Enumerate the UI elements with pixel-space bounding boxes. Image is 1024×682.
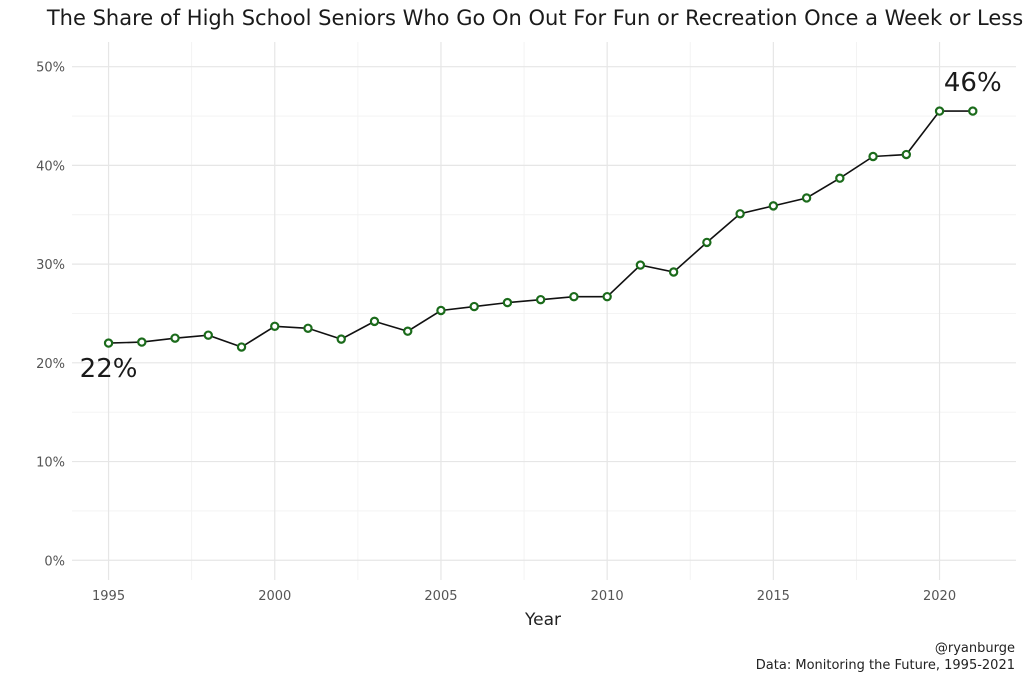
- data-point: [203, 330, 213, 340]
- data-point: [502, 297, 513, 308]
- series-line: [108, 110, 973, 348]
- data-point: [835, 173, 845, 183]
- x-axis-title: Year: [524, 610, 561, 630]
- x-tick-label: 2005: [424, 589, 457, 604]
- data-point: [668, 267, 679, 277]
- annotation-label: 46%: [944, 68, 1002, 98]
- y-tick-label: 20%: [36, 357, 65, 372]
- x-tick-label: 2015: [757, 589, 790, 604]
- data-point: [137, 337, 147, 347]
- grid: [72, 42, 1016, 580]
- data-point: [569, 291, 579, 302]
- y-tick-label: 40%: [36, 159, 65, 174]
- x-tick-label: 2020: [923, 589, 956, 604]
- data-point: [103, 338, 114, 348]
- data-point: [968, 106, 978, 116]
- data-point: [369, 316, 380, 327]
- annotation-label: 22%: [80, 354, 138, 384]
- data-point: [436, 305, 446, 316]
- data-point: [270, 321, 280, 332]
- data-point: [934, 106, 945, 116]
- data-point: [236, 342, 247, 352]
- y-tick-label: 50%: [36, 61, 65, 76]
- y-tick-label: 10%: [36, 456, 65, 471]
- x-tick-label: 1995: [92, 589, 125, 604]
- data-point: [170, 333, 180, 343]
- data-point: [602, 291, 612, 302]
- y-axis-ticks: 0% 10% 20% 30% 40% 50%: [36, 61, 65, 570]
- x-tick-label: 2010: [591, 589, 624, 604]
- data-point: [768, 201, 779, 211]
- data-point: [303, 323, 313, 333]
- x-tick-label: 2000: [258, 589, 291, 604]
- x-axis-ticks: 1995 2000 2005 2010 2015 2020: [92, 589, 956, 604]
- data-point: [535, 294, 546, 305]
- data-point: [403, 326, 413, 336]
- data-point: [868, 151, 878, 162]
- data-point: [735, 209, 745, 219]
- chart-title: The Share of High School Seniors Who Go …: [46, 6, 1023, 30]
- annotations: 22% 46%: [80, 68, 1002, 384]
- data-point: [702, 237, 712, 248]
- y-tick-label: 30%: [36, 258, 65, 273]
- caption-handle: @ryanburge: [935, 641, 1015, 656]
- data-point: [801, 193, 812, 203]
- series: [103, 106, 978, 352]
- data-point: [336, 334, 346, 344]
- data-point: [901, 149, 912, 160]
- caption-source: Data: Monitoring the Future, 1995-2021: [756, 658, 1015, 673]
- data-point: [635, 260, 646, 270]
- y-tick-label: 0%: [44, 554, 65, 569]
- data-point: [469, 301, 479, 312]
